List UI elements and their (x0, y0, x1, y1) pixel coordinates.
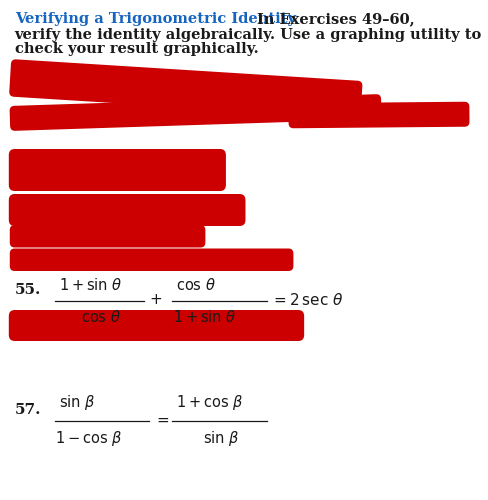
FancyBboxPatch shape (9, 194, 245, 226)
Text: $1 + \sin\,\theta$: $1 + \sin\,\theta$ (172, 308, 236, 324)
Text: In Exercises 49–60,: In Exercises 49–60, (256, 12, 413, 26)
Text: $1 + \sin\,\theta$: $1 + \sin\,\theta$ (59, 276, 122, 292)
Text: $+$: $+$ (149, 293, 162, 307)
Text: $=$: $=$ (154, 413, 170, 427)
FancyBboxPatch shape (9, 310, 304, 341)
Text: $1 + \cos\,\beta$: $1 + \cos\,\beta$ (176, 394, 243, 412)
Text: Verifying a Trigonometric Identity: Verifying a Trigonometric Identity (15, 12, 295, 26)
FancyBboxPatch shape (10, 248, 293, 271)
Text: verify the identity algebraically. Use a graphing utility to: verify the identity algebraically. Use a… (15, 28, 481, 42)
FancyBboxPatch shape (288, 102, 468, 128)
Text: $\sin\,\beta$: $\sin\,\beta$ (203, 429, 239, 448)
FancyBboxPatch shape (9, 149, 225, 191)
FancyBboxPatch shape (10, 94, 381, 131)
Text: 57.: 57. (15, 403, 41, 417)
Text: $1 - \cos\,\beta$: $1 - \cos\,\beta$ (55, 429, 122, 448)
FancyBboxPatch shape (9, 60, 362, 118)
Text: check your result graphically.: check your result graphically. (15, 42, 258, 56)
Text: $\cos\,\theta$: $\cos\,\theta$ (81, 308, 121, 324)
Text: 55.: 55. (15, 283, 41, 297)
Text: $\sin\,\beta$: $\sin\,\beta$ (59, 394, 95, 412)
FancyBboxPatch shape (10, 225, 205, 248)
Text: $= 2\,\sec\,\theta$: $= 2\,\sec\,\theta$ (271, 292, 343, 308)
Text: $\cos\,\theta$: $\cos\,\theta$ (176, 276, 216, 292)
